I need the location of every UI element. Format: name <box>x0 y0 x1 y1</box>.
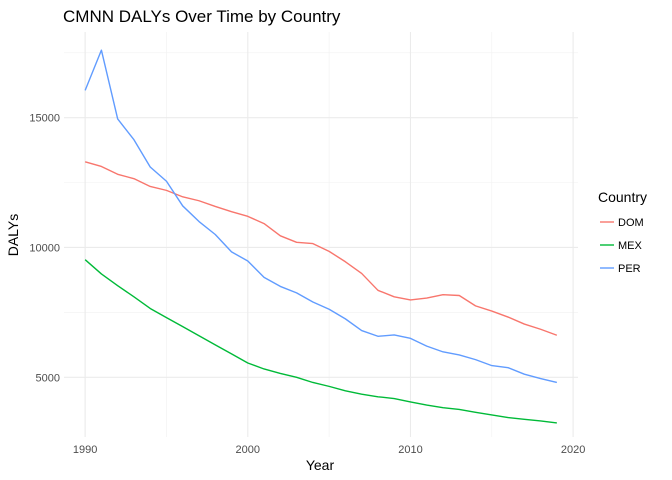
series-line-dom <box>84 161 558 336</box>
x-tick-label: 1990 <box>73 444 97 456</box>
x-tick-label: 2000 <box>236 444 260 456</box>
y-axis-title: DALYs <box>5 214 21 257</box>
legend-label-dom: DOM <box>618 217 644 229</box>
chart-title: CMNN DALYs Over Time by Country <box>63 7 341 26</box>
legend-label-mex: MEX <box>618 240 643 252</box>
x-axis-title: Year <box>306 457 335 473</box>
y-tick-label: 5000 <box>36 372 60 384</box>
grid <box>64 32 578 437</box>
x-tick-label: 2020 <box>561 444 585 456</box>
y-axis-ticks: 5000 10000 15000 <box>29 113 60 385</box>
y-tick-label: 10000 <box>29 242 60 254</box>
x-axis-ticks: 1990 2000 2010 2020 <box>73 444 585 456</box>
series-lines <box>84 49 558 424</box>
series-line-per <box>84 49 558 384</box>
legend-label-per: PER <box>618 263 641 275</box>
legend-items: DOM MEX PER <box>600 217 644 275</box>
y-tick-label: 15000 <box>29 113 60 125</box>
legend: Country DOM MEX PER <box>598 189 647 275</box>
x-tick-label: 2010 <box>398 444 422 456</box>
legend-title: Country <box>598 189 647 205</box>
series-line-mex <box>84 259 557 424</box>
